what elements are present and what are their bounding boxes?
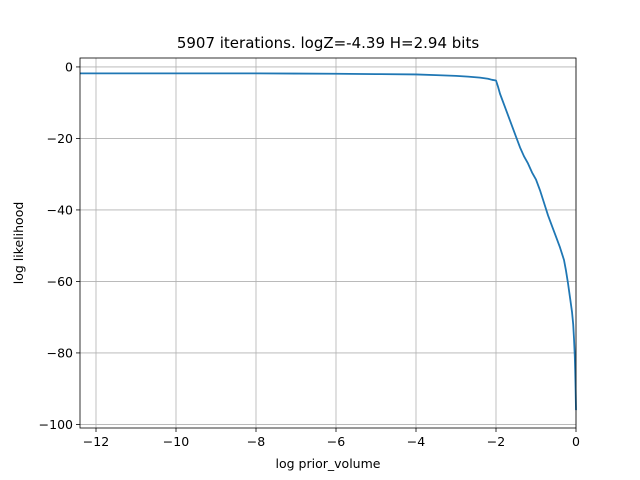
x-tick-label: −12 <box>83 434 109 449</box>
y-tick-label: −60 <box>47 274 73 289</box>
x-tick-label: −6 <box>327 434 345 449</box>
x-tick-label: −8 <box>247 434 265 449</box>
series-line <box>80 72 577 411</box>
y-tick-label: 0 <box>65 59 73 74</box>
x-tick-label: −10 <box>163 434 189 449</box>
grid <box>80 58 577 428</box>
y-tick-label: −20 <box>47 131 73 146</box>
x-tick-label: 0 <box>572 434 580 449</box>
y-axis-label: log likelihood <box>11 202 26 285</box>
x-tick-label: −4 <box>407 434 425 449</box>
chart-title: 5907 iterations. logZ=-4.39 H=2.94 bits <box>177 34 480 52</box>
x-tick-label: −2 <box>487 434 505 449</box>
ticks: −12 −10 −8 −6 −4 −2 00−20−40−60−80−100 <box>39 59 580 449</box>
x-axis-label: log prior_volume <box>276 456 381 471</box>
y-tick-label: −100 <box>39 417 73 432</box>
y-tick-label: −80 <box>47 345 73 360</box>
plot-frame <box>79 57 577 429</box>
y-tick-label: −40 <box>47 202 73 217</box>
series-layer <box>80 72 577 411</box>
